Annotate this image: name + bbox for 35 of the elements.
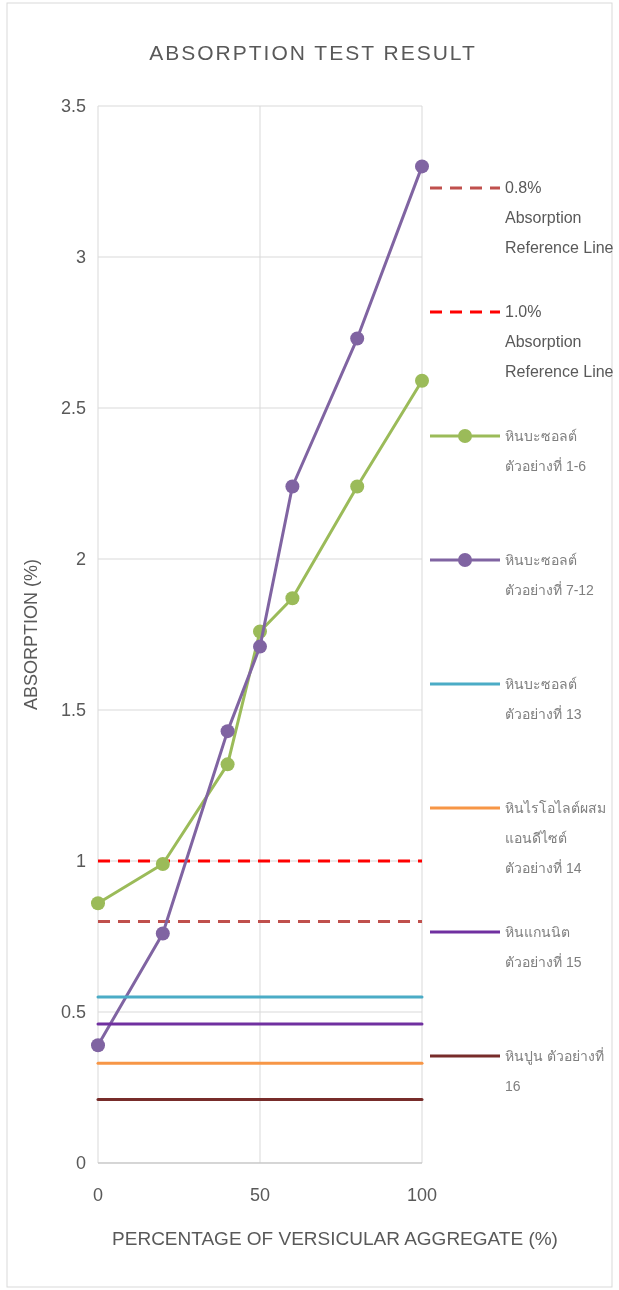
point (155, 926, 170, 941)
y-tick-label: 2.5 (60, 398, 86, 418)
point (220, 757, 235, 772)
y-tick-label: 0 (75, 1153, 86, 1173)
y-axis-title: ABSORPTION (%) (21, 558, 41, 711)
y-tick-label: 1.5 (60, 700, 86, 720)
x-axis-title: PERCENTAGE OF VERSICULAR AGGREGATE (%) (111, 1227, 559, 1251)
point (91, 896, 105, 911)
y-tick-label: 2 (75, 549, 86, 569)
point (285, 591, 300, 606)
legend-label: หินปูน ตัวอย่างที่ 16 (505, 1046, 605, 1096)
point (350, 479, 365, 494)
y-tick-label: 1 (75, 851, 86, 871)
legend-label: หินบะซอลต์ ตัวอย่างที่ 7-12 (505, 551, 595, 600)
legend-label: หินบะซอลต์ ตัวอย่างที่ 1-6 (505, 427, 588, 476)
point (220, 724, 235, 739)
legend-label: หินแกนนิต ตัวอย่างที่ 15 (505, 923, 583, 972)
legend-label: หินไรโอไลต์ผสมแอนดีไซต์ ตัวอย่างที่ 14 (505, 799, 607, 878)
point (253, 639, 267, 654)
point (415, 373, 429, 388)
point (415, 159, 429, 174)
point (91, 1038, 105, 1053)
y-tick-label: 3 (75, 247, 86, 267)
chart-title: ABSORPTION TEST RESULT (149, 41, 477, 64)
point (350, 331, 365, 346)
point (285, 479, 300, 494)
x-tick-label: 0 (92, 1185, 104, 1205)
y-tick-label: 0.5 (60, 1002, 86, 1022)
y-tick-label: 3.5 (60, 96, 86, 116)
legend-label: 1.0% Absorption Reference Line (505, 302, 615, 382)
legend-label: 0.8% Absorption Reference Line (505, 178, 615, 258)
point (155, 857, 170, 872)
legend-label: หินบะซอลต์ ตัวอย่างที่ 13 (505, 675, 583, 724)
x-tick-label: 50 (249, 1185, 271, 1205)
x-tick-label: 100 (406, 1185, 438, 1205)
